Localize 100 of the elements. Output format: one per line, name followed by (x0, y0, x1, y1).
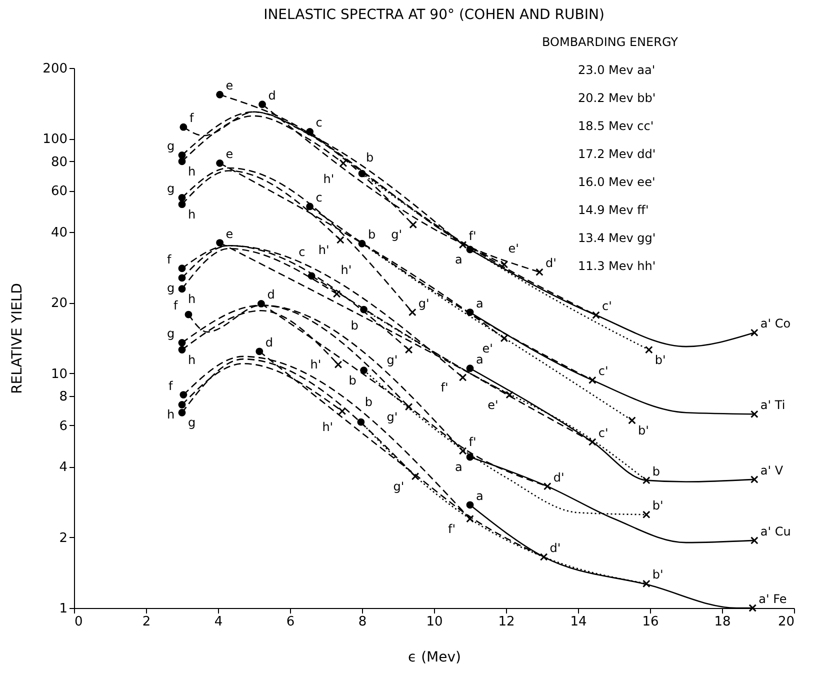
annotation: f (167, 252, 172, 266)
annotation: h (167, 408, 175, 422)
annotation: 20.2 Mev bb' (578, 91, 656, 105)
annotation: g' (391, 228, 402, 242)
annotation: d (265, 335, 274, 350)
annotation: h' (322, 420, 334, 434)
annotation: g (167, 182, 175, 196)
annotation: b' (654, 352, 666, 367)
annotation: h' (310, 358, 322, 372)
annotation: c (298, 244, 306, 259)
annotation: g' (386, 352, 398, 367)
annotation: h' (323, 172, 334, 186)
annotation: a' Ti (760, 398, 786, 412)
y-axis-title: RELATIVE YIELD (10, 283, 26, 394)
annotation: a' Fe (758, 592, 787, 606)
x-tick-label: 0 (74, 614, 83, 630)
annotation: b (368, 228, 376, 242)
annotation: 11.3 Mev hh' (578, 259, 656, 273)
annotation: 16.0 Mev ee' (578, 175, 656, 189)
annotation: e' (508, 241, 519, 256)
annotation: 23.0 Mev aa' (578, 63, 656, 77)
annotation: h (188, 352, 196, 367)
x-tick-label: 18 (714, 614, 731, 630)
annotation: d' (545, 256, 556, 270)
annotation: h' (340, 262, 352, 277)
annotation: g (167, 280, 175, 295)
annotation: 17.2 Mev dd' (578, 147, 656, 161)
annotation: 14.9 Mev ff' (578, 203, 649, 217)
annotation: b (364, 395, 373, 410)
annotation: b (348, 373, 356, 388)
annotation: g' (393, 479, 404, 494)
annotation: a (455, 252, 462, 266)
annotation: c' (602, 299, 612, 314)
annotation: d' (550, 540, 561, 555)
annotation: b (350, 318, 358, 333)
annotation: d (268, 88, 276, 102)
y-tick-label: 200 (42, 62, 68, 76)
annotation: 18.5 Mev cc' (578, 119, 654, 133)
annotation: f' (448, 522, 456, 536)
annotation: d (267, 288, 275, 302)
x-tick-label: 12 (498, 614, 515, 630)
annotation: 13.4 Mev gg' (578, 231, 656, 245)
annotation: f (173, 298, 178, 313)
y-tick-label: 1 (59, 602, 68, 616)
annotation: g' (386, 410, 398, 424)
annotation: b' (652, 568, 664, 582)
annotation: e (226, 226, 234, 241)
annotation: b (366, 150, 374, 165)
y-tick-label: 6 (59, 418, 68, 434)
annotation: a' V (760, 463, 784, 478)
y-tick-label: 4 (59, 460, 68, 476)
text: BOMBARDING ENERGY (542, 35, 679, 49)
y-tick-label: 10 (50, 366, 68, 382)
annotation: d' (553, 470, 564, 484)
annotation: h (188, 164, 196, 178)
chart-title: INELASTIC SPECTRA AT 90° (COHEN AND RUBIN) (264, 7, 604, 23)
annotation: b (652, 464, 660, 478)
annotation: e' (482, 341, 493, 356)
annotation: f (168, 378, 174, 393)
annotation: a (455, 460, 462, 474)
annotation: c' (598, 426, 608, 440)
y-tick-label: 2 (59, 530, 68, 546)
annotation: b' (638, 423, 649, 438)
annotation: h' (318, 242, 330, 257)
y-tick-label: 100 (42, 132, 68, 148)
annotation: c (316, 190, 322, 204)
annotation: h (188, 292, 196, 306)
annotation: a' Cu (760, 524, 791, 538)
y-tick-label: 60 (50, 184, 68, 200)
annotation: g (188, 416, 196, 430)
annotation: f' (468, 434, 476, 449)
annotation: f (189, 111, 194, 126)
x-tick-label: 14 (570, 614, 587, 630)
x-tick-label: 20 (778, 614, 794, 630)
x-tick-label: 4 (214, 614, 223, 630)
y-tick-label: 40 (50, 226, 68, 241)
x-tick-label: 8 (358, 614, 367, 630)
y-tick-label: 8 (59, 390, 68, 405)
annotation: b' (652, 498, 664, 513)
annotation: g (167, 139, 175, 154)
annotation: e' (488, 398, 498, 412)
x-axis-title: ϵ (Mev) (408, 650, 461, 666)
x-tick-label: 2 (142, 614, 151, 630)
y-tick-label: 20 (50, 296, 68, 312)
annotation: a (476, 352, 484, 366)
annotation: f' (468, 228, 476, 243)
annotation: g (167, 326, 175, 341)
annotation: c (316, 116, 322, 130)
annotation: a' Co (760, 316, 791, 331)
annotation: a (476, 296, 484, 310)
annotation: e (226, 147, 234, 162)
x-tick-label: 16 (642, 614, 659, 630)
x-tick-label: 10 (426, 614, 443, 630)
y-tick-label: 80 (50, 154, 68, 170)
annotation: e (226, 78, 234, 93)
x-tick-label: 6 (286, 614, 295, 630)
annotation: f' (440, 380, 448, 394)
annotation: g' (418, 296, 430, 310)
annotation: h (188, 207, 196, 222)
annotation: a (476, 488, 484, 503)
